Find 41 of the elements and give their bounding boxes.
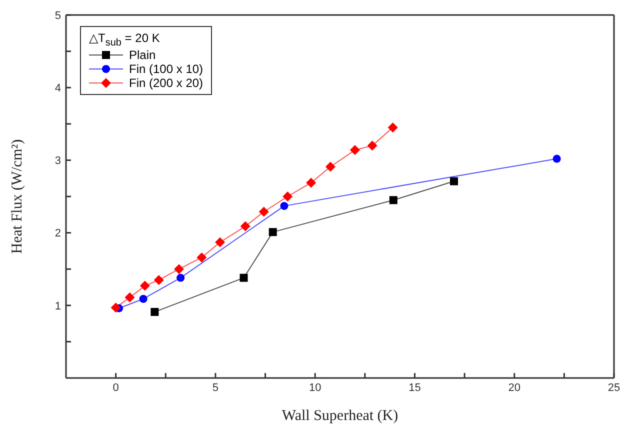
- y-tick-label: 5: [54, 10, 61, 22]
- point: [367, 140, 378, 151]
- point: [140, 280, 150, 291]
- x-tick-label: 15: [408, 382, 421, 394]
- legend-title: △T$_{sub}$ = 20 K: [89, 31, 161, 48]
- point: [215, 237, 226, 248]
- point: [388, 122, 398, 133]
- y-tick-label: 1: [54, 300, 61, 312]
- x-tick-label: 25: [608, 382, 620, 394]
- y-axis-title: Heat Flux (W/cm²): [9, 139, 26, 254]
- point: [389, 196, 398, 204]
- legend-label: Plain: [129, 48, 156, 62]
- point: [240, 221, 250, 232]
- point: [176, 274, 185, 282]
- point: [110, 302, 121, 313]
- point: [174, 264, 184, 274]
- legend-label: Fin (100 x 10): [129, 62, 204, 76]
- point: [154, 274, 164, 285]
- point: [306, 178, 316, 188]
- point: [280, 202, 288, 210]
- x-tick-label: 5: [212, 382, 219, 394]
- legend-label: Fin (200 x 20): [129, 76, 204, 90]
- point: [282, 192, 293, 202]
- x-axis-title: Wall Superheat (K): [282, 408, 398, 424]
- point: [124, 292, 135, 302]
- point: [240, 274, 248, 282]
- point: [139, 294, 148, 303]
- y-tick-label: 2: [54, 228, 61, 240]
- point: [350, 145, 360, 156]
- x-tick-label: 10: [308, 382, 322, 394]
- x-tick-label: 0: [112, 382, 119, 394]
- x-tick-label: 20: [508, 382, 520, 394]
- point: [268, 228, 277, 236]
- point: [258, 206, 269, 217]
- y-tick-label: 3: [54, 155, 61, 168]
- point: [150, 308, 159, 316]
- point: [552, 154, 561, 163]
- y-tick-label: 4: [54, 82, 61, 95]
- point: [325, 162, 336, 172]
- point: [450, 177, 458, 186]
- point: [196, 252, 207, 262]
